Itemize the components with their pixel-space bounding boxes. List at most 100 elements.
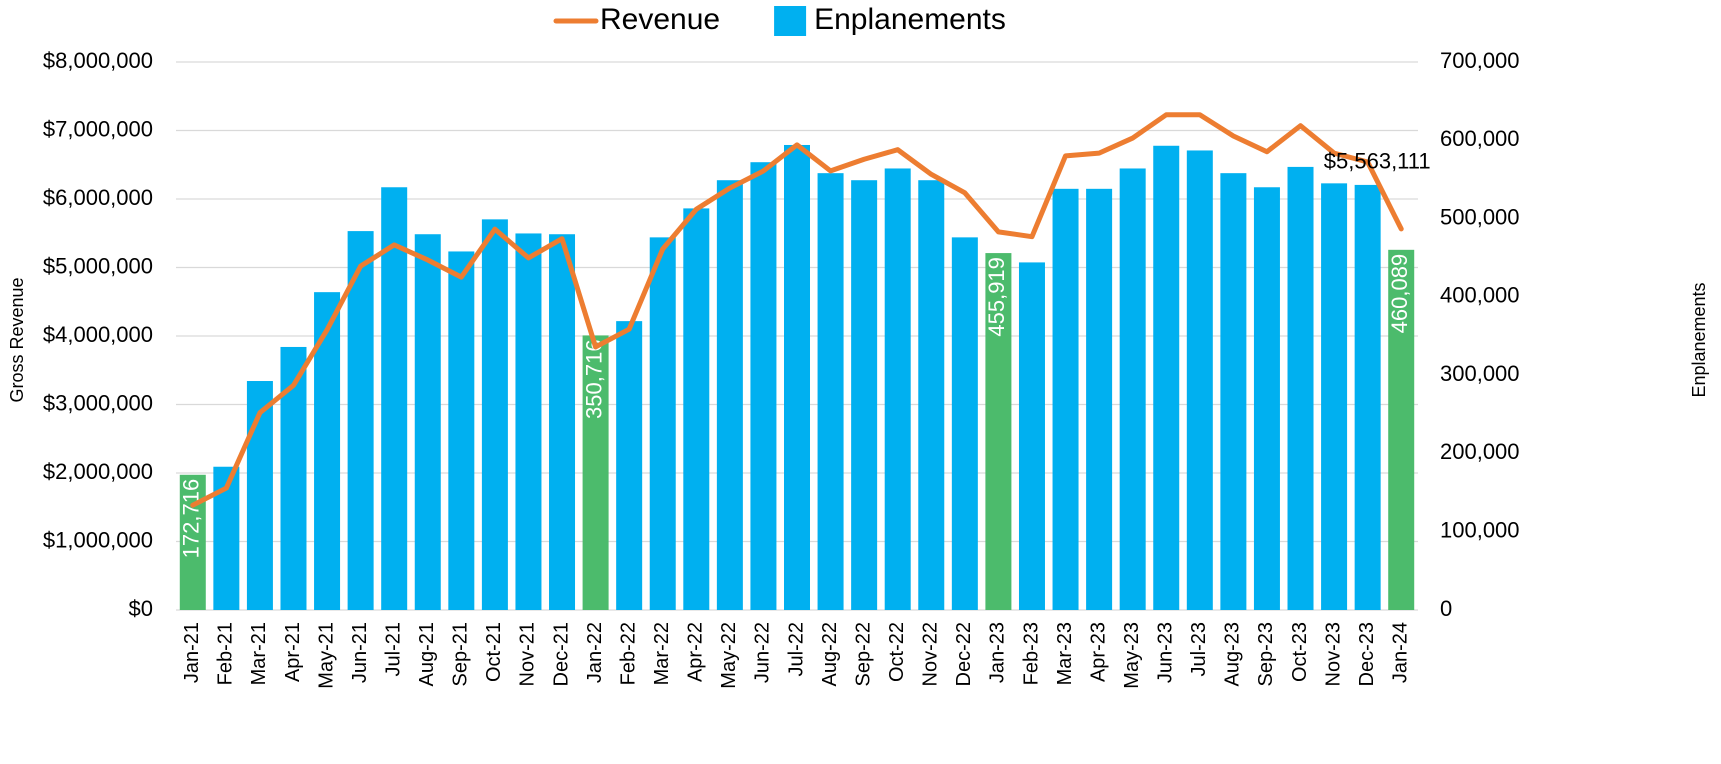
legend-label: Enplanements: [814, 3, 1006, 36]
bar: [1321, 183, 1348, 611]
bar: [1253, 187, 1280, 610]
x-tick-label: Oct-23: [1289, 622, 1311, 682]
bar: [683, 208, 710, 610]
bar: [1153, 145, 1180, 610]
bar: [851, 180, 878, 610]
y-tick-label: $8,000,000: [43, 48, 153, 73]
x-tick-label: Jun-22: [752, 622, 774, 683]
x-tick-label: Apr-22: [685, 622, 707, 682]
x-tick-label: Jul-21: [382, 622, 404, 676]
bar: [649, 237, 676, 611]
x-tick-label: Jan-22: [584, 622, 606, 683]
bar: [985, 253, 1012, 610]
x-tick-label: Dec-22: [953, 622, 975, 686]
line-value-label: $5,563,111: [1324, 149, 1431, 174]
bar: [448, 251, 475, 611]
bar: [549, 234, 576, 610]
bar: [1354, 184, 1381, 610]
bar: [1388, 249, 1415, 610]
legend-label: Revenue: [600, 3, 720, 36]
x-tick-label: Mar-21: [248, 622, 270, 685]
x-tick-label: Dec-21: [550, 622, 572, 686]
bar: [1287, 166, 1314, 610]
bar: [515, 233, 542, 610]
bar: [481, 219, 508, 610]
x-tick-label: Sep-22: [852, 622, 874, 687]
y-axis-title: Gross Revenue: [7, 277, 27, 402]
x-tick-label: Nov-21: [517, 622, 539, 686]
y2-tick-label: 600,000: [1440, 126, 1520, 151]
bar: [179, 474, 206, 610]
y-tick-label: $4,000,000: [43, 322, 153, 347]
bar-value-label: 460,089: [1387, 254, 1412, 334]
x-tick-label: Jun-23: [1155, 622, 1177, 683]
legend-swatch: [774, 6, 807, 36]
bar: [716, 180, 743, 610]
x-tick-label: Aug-22: [819, 622, 841, 687]
x-tick-label: Feb-21: [215, 622, 237, 685]
y2-tick-label: 200,000: [1440, 439, 1520, 464]
x-tick-label: Jan-23: [987, 622, 1009, 683]
y2-tick-label: 500,000: [1440, 204, 1520, 229]
bar: [884, 168, 911, 610]
y2-tick-label: 100,000: [1440, 518, 1520, 543]
bar: [246, 381, 273, 610]
y-tick-label: $1,000,000: [43, 527, 153, 552]
bar: [1052, 188, 1079, 610]
bar: [750, 162, 777, 610]
x-tick-label: Feb-22: [617, 622, 639, 685]
y-tick-label: $7,000,000: [43, 116, 153, 141]
bar: [1086, 188, 1113, 610]
bar: [414, 234, 441, 610]
x-tick-label: Sep-23: [1255, 622, 1277, 687]
y-tick-label: $6,000,000: [43, 185, 153, 210]
x-tick-label: Apr-21: [282, 622, 304, 682]
y2-axis-title: Enplanements: [1689, 282, 1709, 397]
x-tick-label: Feb-23: [1020, 622, 1042, 685]
x-tick-label: Nov-23: [1322, 622, 1344, 686]
x-tick-label: Aug-23: [1222, 622, 1244, 687]
bar-value-label: 455,919: [984, 257, 1009, 337]
x-tick-label: Oct-22: [886, 622, 908, 682]
y2-tick-label: 0: [1440, 596, 1452, 621]
bar: [616, 321, 643, 610]
bar: [817, 173, 844, 610]
revenue-line: [190, 112, 1404, 508]
bar-value-label: 172,716: [179, 479, 204, 559]
bar: [918, 180, 945, 610]
bar: [381, 187, 408, 610]
y2-tick-label: 700,000: [1440, 48, 1520, 73]
bar: [347, 231, 374, 610]
bar-value-label: 350,716: [581, 339, 606, 419]
x-tick-label: Apr-23: [1087, 622, 1109, 682]
x-tick-label: Jan-21: [181, 622, 203, 683]
bar: [1186, 150, 1213, 610]
y2-tick-label: 400,000: [1440, 283, 1520, 308]
bar: [1018, 262, 1045, 610]
x-tick-label: Dec-23: [1356, 622, 1378, 686]
x-tick-label: Aug-21: [416, 622, 438, 687]
x-tick-label: May-22: [718, 622, 740, 689]
bar: [1119, 168, 1146, 610]
x-tick-label: Jul-23: [1188, 622, 1210, 676]
x-tick-label: Jan-24: [1389, 622, 1411, 683]
bar: [784, 144, 810, 611]
y-tick-label: $3,000,000: [43, 390, 153, 415]
bar: [314, 292, 341, 610]
x-tick-label: Mar-22: [651, 622, 673, 685]
bar: [582, 335, 609, 610]
x-tick-label: Oct-21: [483, 622, 505, 682]
x-tick-label: Nov-22: [920, 622, 942, 686]
y-tick-label: $2,000,000: [43, 459, 153, 484]
y-tick-label: $5,000,000: [43, 253, 153, 278]
x-tick-label: Jun-21: [349, 622, 371, 683]
x-tick-label: Sep-21: [450, 622, 472, 687]
x-tick-label: Jul-22: [785, 622, 807, 676]
x-tick-label: Mar-23: [1054, 622, 1076, 685]
y2-tick-label: 300,000: [1440, 361, 1520, 386]
bar: [1220, 173, 1247, 610]
y-tick-label: $0: [129, 596, 153, 621]
x-tick-label: May-21: [315, 622, 337, 689]
x-tick-label: May-23: [1121, 622, 1143, 689]
